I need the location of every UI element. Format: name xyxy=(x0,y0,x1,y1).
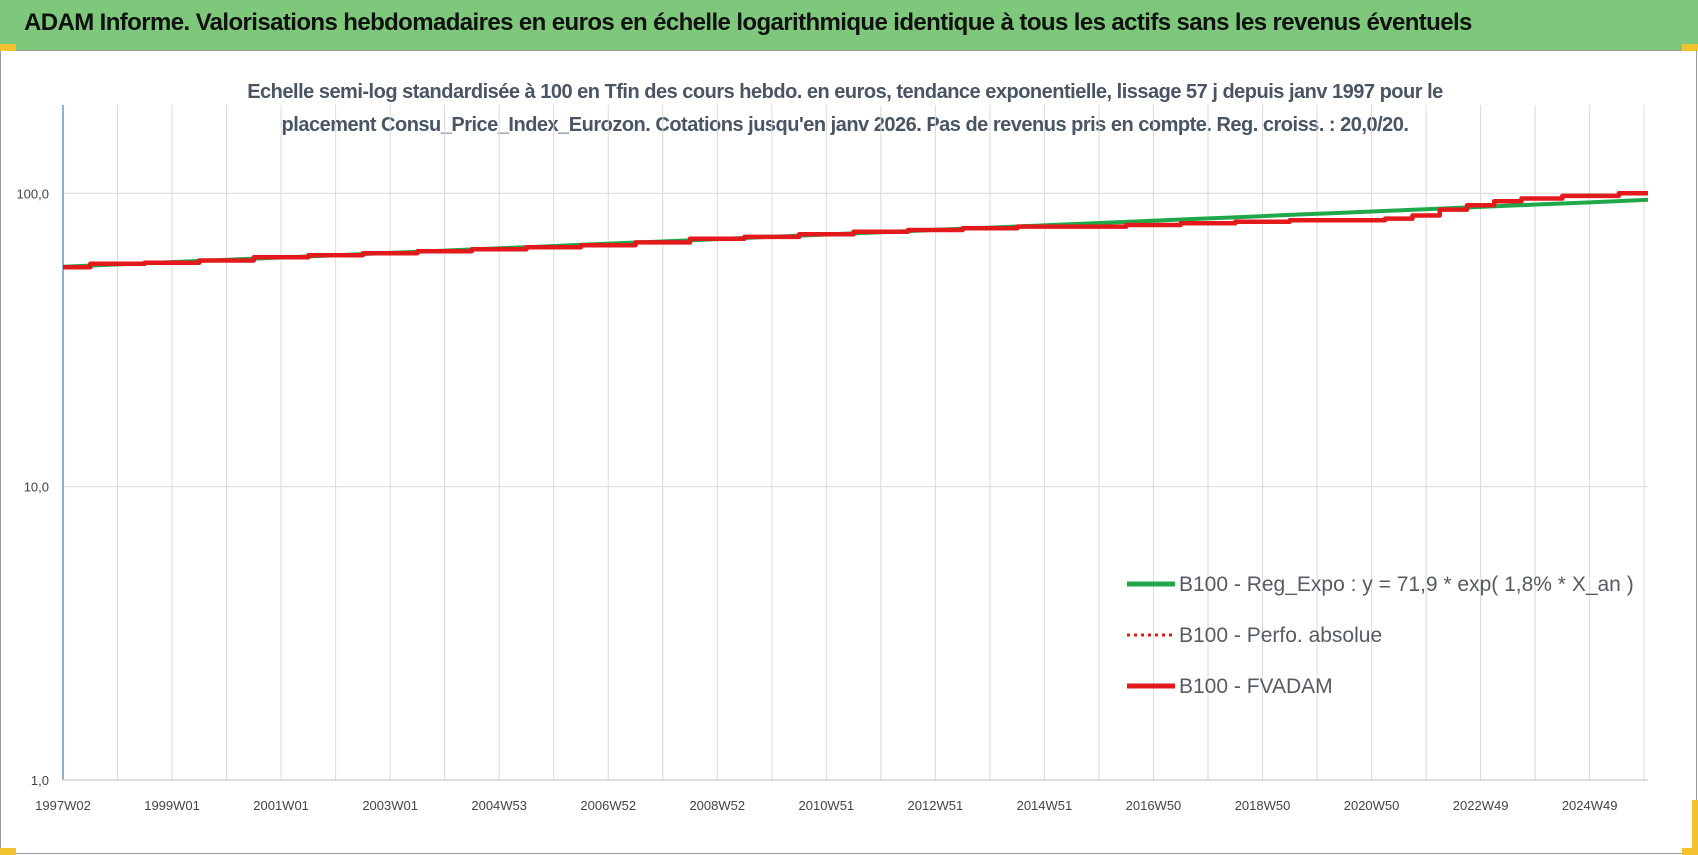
corner-mark-top-left xyxy=(0,44,16,51)
corner-mark-top-right xyxy=(1682,44,1698,51)
x-tick-label: 2022W49 xyxy=(1453,798,1509,813)
x-tick-label: 2020W50 xyxy=(1344,798,1400,813)
legend-label: B100 - FVADAM xyxy=(1179,675,1333,698)
y-tick-label: 10,0 xyxy=(24,480,49,495)
corner-mark-right-side xyxy=(1692,800,1698,848)
x-tick-label: 1997W02 xyxy=(35,798,91,813)
chart-title: Echelle semi-log standardisée à 100 en T… xyxy=(80,76,1610,142)
x-tick-label: 2014W51 xyxy=(1017,798,1073,813)
corner-mark-bottom-left xyxy=(0,848,16,855)
page-title: ADAM Informe. Valorisations hebdomadaire… xyxy=(24,9,1472,36)
chart-title-line-2: placement Consu_Price_Index_Eurozon. Cot… xyxy=(281,114,1409,136)
corner-mark-bottom-right xyxy=(1682,848,1698,855)
legend-label: B100 - Reg_Expo : y = 71,9 * exp( 1,8% *… xyxy=(1179,573,1634,596)
y-tick-label: 1,0 xyxy=(31,773,49,788)
y-tick-label: 100,0 xyxy=(16,186,49,201)
x-tick-label: 1999W01 xyxy=(144,798,200,813)
x-tick-label: 2012W51 xyxy=(908,798,964,813)
chart-frame xyxy=(0,50,1697,854)
legend-label: B100 - Perfo. absolue xyxy=(1179,624,1382,647)
x-tick-label: 2024W49 xyxy=(1562,798,1618,813)
x-tick-label: 2001W01 xyxy=(253,798,309,813)
header-bar: ADAM Informe. Valorisations hebdomadaire… xyxy=(0,0,1698,50)
x-tick-label: 2010W51 xyxy=(799,798,855,813)
x-tick-label: 2006W52 xyxy=(580,798,636,813)
x-tick-label: 2004W53 xyxy=(471,798,527,813)
x-tick-label: 2003W01 xyxy=(362,798,418,813)
x-tick-label: 2016W50 xyxy=(1126,798,1182,813)
series-line-3 xyxy=(63,191,1648,270)
x-tick-label: 2018W50 xyxy=(1235,798,1291,813)
chart-title-line-1: Echelle semi-log standardisée à 100 en T… xyxy=(247,81,1443,103)
x-tick-label: 2008W52 xyxy=(689,798,745,813)
